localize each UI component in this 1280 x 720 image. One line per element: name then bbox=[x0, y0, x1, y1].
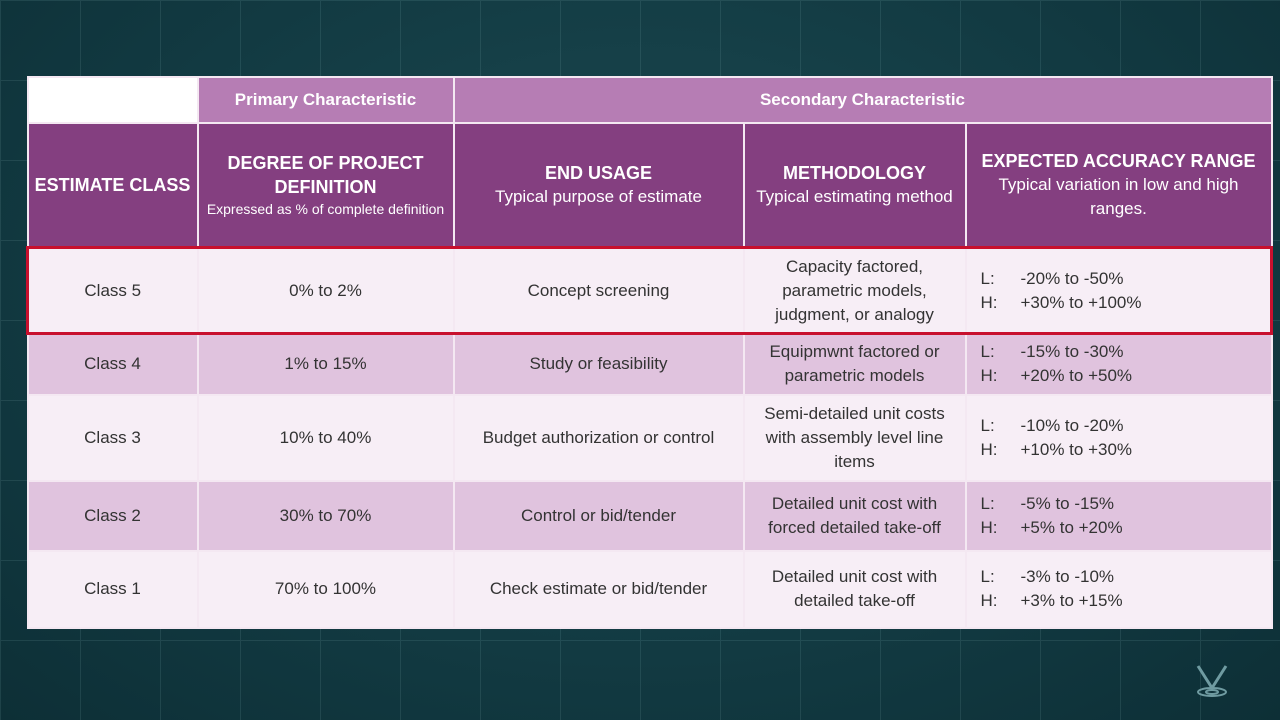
end-usage-cell: Budget authorization or control bbox=[452, 393, 745, 482]
accuracy-range-cell: L: -15% to -30% H: +20% to +50% bbox=[964, 332, 1273, 396]
primary-characteristic-header: Primary Characteristic bbox=[196, 76, 455, 124]
column-header-definition: DEGREE OF PROJECT DEFINITION Expressed as… bbox=[196, 122, 455, 249]
methodology-cell: Detailed unit cost with detailed take-of… bbox=[742, 549, 967, 629]
definition-cell: 1% to 15% bbox=[196, 332, 455, 396]
estimate-class-table: Primary Characteristic Secondary Charact… bbox=[26, 76, 1273, 629]
blank-header-cell bbox=[26, 76, 199, 124]
accuracy-range-cell: L: -10% to -20% H: +10% to +30% bbox=[964, 393, 1273, 482]
column-header-accuracy: EXPECTED ACCURACY RANGE Typical variation… bbox=[964, 122, 1273, 249]
end-usage-cell: Check estimate or bid/tender bbox=[452, 549, 745, 629]
table-row: Class 2 30% to 70% Control or bid/tender De… bbox=[26, 479, 1273, 552]
low-range: L: -20% to -50% bbox=[980, 268, 1124, 288]
estimate-class-cell: Class 4 bbox=[26, 332, 199, 396]
definition-cell: 70% to 100% bbox=[196, 549, 455, 629]
table-row-highlighted: Class 5 0% to 2% Concept screening Capacity… bbox=[26, 246, 1273, 335]
definition-cell: 10% to 40% bbox=[196, 393, 455, 482]
methodology-cell: Semi-detailed unit costs with assembly l… bbox=[742, 393, 967, 482]
definition-cell: 0% to 2% bbox=[196, 246, 455, 335]
accuracy-range-cell: L: -5% to -15% H: +5% to +20% bbox=[964, 479, 1273, 552]
high-range: H: +5% to +20% bbox=[980, 517, 1123, 537]
table-row: Class 3 10% to 40% Budget authorization or… bbox=[26, 393, 1273, 482]
low-range: L: -5% to -15% bbox=[980, 493, 1115, 513]
methodology-cell: Detailed unit cost with forced detailed … bbox=[742, 479, 967, 552]
methodology-cell: Equipmwnt factored or parametric models bbox=[742, 332, 967, 396]
table-row: Class 4 1% to 15% Study or feasibility Equi… bbox=[26, 332, 1273, 396]
high-range: H: +30% to +100% bbox=[980, 292, 1142, 312]
high-range: H: +3% to +15% bbox=[980, 591, 1123, 610]
end-usage-cell: Concept screening bbox=[452, 246, 745, 335]
high-range: H: +10% to +30% bbox=[980, 439, 1133, 459]
column-header-estimate-class: ESTIMATE CLASS bbox=[26, 122, 199, 249]
low-range: L: -10% to -20% bbox=[980, 415, 1124, 435]
table-row: Class 1 70% to 100% Check estimate or bid/… bbox=[26, 549, 1273, 629]
low-range: L: -3% to -10% bbox=[980, 567, 1115, 586]
methodology-cell: Capacity factored, parametric models, ju… bbox=[742, 246, 967, 335]
high-range: H: +20% to +50% bbox=[980, 366, 1133, 386]
estimate-class-cell: Class 3 bbox=[26, 393, 199, 482]
accuracy-range-cell: L: -3% to -10% H: +3% to +15% bbox=[964, 549, 1273, 629]
end-usage-cell: Control or bid/tender bbox=[452, 479, 745, 552]
accuracy-range-cell: L: -20% to -50% H: +30% to +100% bbox=[964, 246, 1273, 335]
estimate-class-cell: Class 2 bbox=[26, 479, 199, 552]
estimate-class-cell: Class 5 bbox=[26, 246, 199, 335]
secondary-characteristic-header: Secondary Characteristic bbox=[452, 76, 1273, 124]
v-pin-logo-icon bbox=[1196, 665, 1228, 697]
end-usage-cell: Study or feasibility bbox=[452, 332, 745, 396]
column-header-end-usage: END USAGE Typical purpose of estimate bbox=[452, 122, 745, 249]
low-range: L: -15% to -30% bbox=[980, 342, 1124, 362]
estimate-class-cell: Class 1 bbox=[26, 549, 199, 629]
definition-cell: 30% to 70% bbox=[196, 479, 455, 552]
column-header-methodology: METHODOLOGY Typical estimating method bbox=[742, 122, 967, 249]
